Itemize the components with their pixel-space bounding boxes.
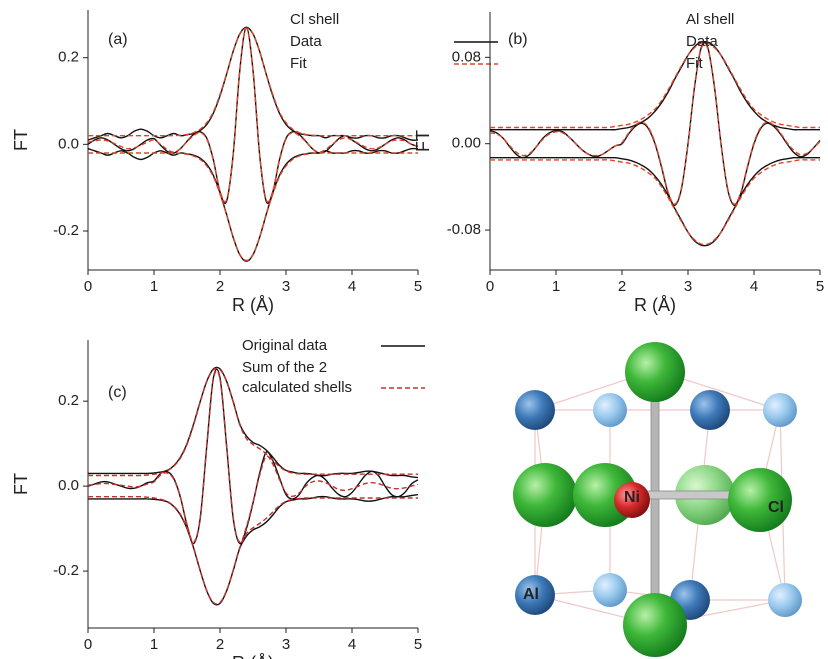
atom-label: Al xyxy=(523,586,539,603)
al-atom xyxy=(515,390,555,430)
panel-label: (b) xyxy=(508,31,528,48)
al-atom xyxy=(768,583,802,617)
ni-atom xyxy=(614,482,650,518)
cl-atom xyxy=(728,468,792,532)
y-tick-label: 0.0 xyxy=(58,477,79,494)
cl-atom xyxy=(513,463,577,527)
panel: 0 1 2 3 4 5 -0.08 0.00 0.08 R (Å) FT (b) xyxy=(413,12,824,315)
x-tick-label: 5 xyxy=(414,278,422,295)
x-axis-label: R (Å) xyxy=(232,295,274,315)
x-tick-label: 4 xyxy=(750,278,758,295)
legend-title: Al shell xyxy=(686,11,735,28)
magnitude-line xyxy=(87,366,419,479)
al-atom xyxy=(690,390,730,430)
magnitude-line-mirror xyxy=(87,147,419,263)
x-tick-label: 2 xyxy=(216,636,224,653)
y-axis-label: FT xyxy=(11,473,31,495)
x-tick-label: 3 xyxy=(282,278,290,295)
magnitude-line-mirror xyxy=(489,156,820,247)
x-tick-label: 1 xyxy=(150,636,158,653)
x-tick-label: 0 xyxy=(84,278,92,295)
legend-label: Fit xyxy=(290,55,307,72)
al-atom xyxy=(515,575,555,615)
atom-label: Cl xyxy=(768,499,784,516)
cl-atom xyxy=(625,342,685,402)
x-tick-label: 2 xyxy=(216,278,224,295)
y-tick-label: 0.08 xyxy=(452,48,481,65)
y-tick-label: 0.2 xyxy=(58,392,79,409)
legend-label: Original data xyxy=(242,337,328,354)
panel: 0 1 2 3 4 5 -0.2 0.0 0.2 R (Å) FT (a) xyxy=(11,10,422,315)
magnitude-line xyxy=(87,367,418,477)
al-atom xyxy=(593,393,627,427)
x-tick-label: 2 xyxy=(618,278,626,295)
legend-label: Fit xyxy=(686,55,703,72)
y-tick-label: -0.08 xyxy=(447,221,481,238)
panel: 0 1 2 3 4 5 -0.2 0.0 0.2 R (Å) FT (c) xyxy=(11,340,422,659)
magnitude-line xyxy=(88,27,418,137)
imaginary-line xyxy=(87,27,419,203)
magnitude-line-mirror xyxy=(88,495,418,605)
x-tick-label: 4 xyxy=(348,278,356,295)
legend-label: Sum of the 2 calculated shells xyxy=(242,359,353,396)
cl-atom xyxy=(623,593,687,657)
magnitude-line xyxy=(490,40,820,131)
x-axis-label: R (Å) xyxy=(232,653,274,659)
legend-label: Data xyxy=(686,33,718,50)
panel-label: (c) xyxy=(108,384,127,401)
x-tick-label: 5 xyxy=(414,636,422,653)
legend-title: Cl shell xyxy=(290,11,340,28)
legend-label: Data xyxy=(290,33,322,50)
x-tick-label: 1 xyxy=(552,278,560,295)
x-tick-label: 4 xyxy=(348,636,356,653)
al-atom xyxy=(763,393,797,427)
al-atom xyxy=(593,573,627,607)
y-axis-label: FT xyxy=(11,129,31,151)
y-axis-label: FT xyxy=(413,130,433,152)
x-tick-label: 3 xyxy=(684,278,692,295)
x-tick-label: 5 xyxy=(816,278,824,295)
y-tick-label: -0.2 xyxy=(53,562,79,579)
imaginary-line xyxy=(87,369,419,543)
x-tick-label: 0 xyxy=(84,636,92,653)
y-tick-label: -0.2 xyxy=(53,222,79,239)
magnitude-line xyxy=(490,42,820,129)
y-tick-label: 0.0 xyxy=(58,135,79,152)
x-axis-label: R (Å) xyxy=(634,295,676,315)
magnitude-line-mirror xyxy=(88,152,418,262)
x-tick-label: 3 xyxy=(282,636,290,653)
x-tick-label: 0 xyxy=(486,278,494,295)
y-tick-label: 0.2 xyxy=(58,49,79,66)
magnitude-line-mirror xyxy=(490,159,820,246)
crystal-structure: Ni Cl Al xyxy=(513,342,802,657)
x-tick-label: 1 xyxy=(150,278,158,295)
magnitude-line-mirror xyxy=(87,493,419,606)
panel-label: (a) xyxy=(108,31,128,48)
imaginary-line xyxy=(489,43,821,205)
atom-label: Ni xyxy=(624,489,640,506)
y-tick-label: 0.00 xyxy=(452,135,481,152)
